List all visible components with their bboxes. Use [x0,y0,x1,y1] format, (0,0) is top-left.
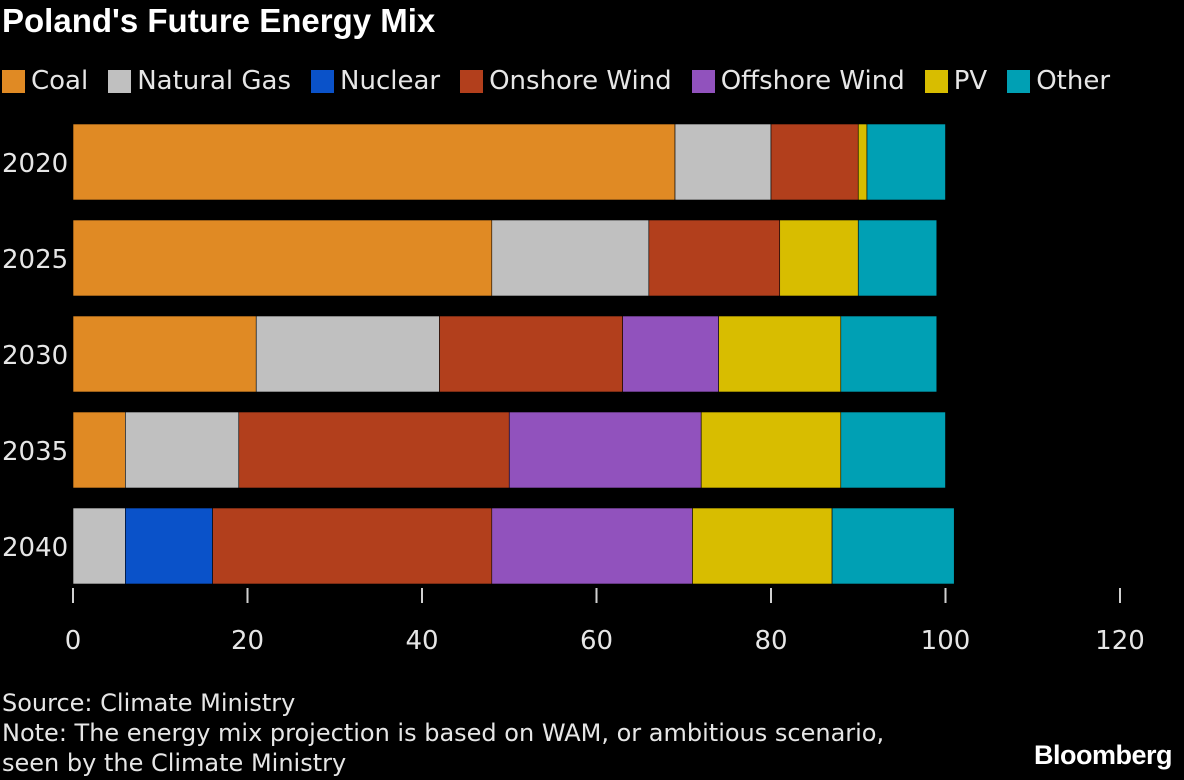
bar-segment-2040-nuclear [125,507,213,585]
y-tick-label-2030: 2030 [2,341,68,371]
x-tick-label-60: 60 [580,626,613,656]
bar-segment-2035-onshore-wind [238,411,510,489]
note-text-line2: seen by the Climate Ministry [2,749,347,777]
legend-item-nuclear: Nuclear [311,66,440,96]
x-tick-label-80: 80 [754,626,787,656]
bar-segment-2040-other [831,507,955,585]
bar-segment-2020-natural-gas [674,123,772,201]
bar-segment-2020-other [866,123,946,201]
bar-segment-2040-natural-gas [72,507,126,585]
legend-item-coal: Coal [2,66,88,96]
source-text: Source: Climate Ministry [2,689,296,717]
x-tick-label-120: 120 [1095,626,1145,656]
legend-label-pv: PV [953,66,988,96]
bar-segment-2020-onshore-wind [770,123,859,201]
bar-segment-2035-coal [72,411,126,489]
x-tick-label-100: 100 [921,626,971,656]
legend-label-other: Other [1036,66,1111,96]
y-tick-label-2025: 2025 [2,245,68,275]
legend-swatch-coal [2,69,25,93]
legend-label-coal: Coal [31,66,89,96]
legend-item-natural-gas: Natural Gas [108,66,291,96]
legend-label-nuclear: Nuclear [340,66,441,96]
bar-segment-2035-offshore-wind [508,411,702,489]
x-tick-label-20: 20 [231,626,264,656]
legend-swatch-natural-gas [108,69,132,93]
bar-segment-2030-coal [72,315,257,393]
x-tick-label-0: 0 [65,626,82,656]
chart-title: Poland's Future Energy Mix [2,2,436,39]
bar-segment-2025-other [857,219,938,297]
footnotes: Source: Climate Ministry Note: The energ… [2,688,884,778]
bar-segment-2040-offshore-wind [491,507,693,585]
legend-item-pv: PV [924,66,988,96]
legend-swatch-pv [924,69,948,93]
bar-segment-2030-other [840,315,938,393]
bar-segment-2030-onshore-wind [439,315,623,393]
legend-swatch-offshore-wind [691,69,715,93]
legend-label-onshore-wind: Onshore Wind [489,66,672,96]
y-tick-label-2020: 2020 [2,149,68,179]
legend-swatch-other [1007,69,1031,93]
bar-segment-2030-offshore-wind [622,315,719,393]
legend-item-other: Other [1007,66,1110,96]
legend-label-offshore-wind: Offshore Wind [720,66,905,96]
legend-label-natural-gas: Natural Gas [137,66,292,96]
note-text-line1: Note: The energy mix projection is based… [2,719,885,747]
bloomberg-logo: Bloomberg [1033,740,1173,770]
bar-segment-2030-natural-gas [255,315,440,393]
bar-segment-2025-coal [72,219,493,297]
bar-segment-2025-onshore-wind [648,219,781,297]
y-tick-label-2040: 2040 [2,533,68,563]
bar-segment-2020-pv [857,123,868,201]
bar-segment-2035-pv [700,411,842,489]
x-tick-label-40: 40 [405,626,438,656]
bar-segment-2040-onshore-wind [212,507,493,585]
bar-segment-2035-other [840,411,946,489]
legend-swatch-nuclear [311,69,335,93]
legend-item-offshore-wind: Offshore Wind [691,66,905,96]
bar-segment-2020-coal [72,123,676,201]
bar-segment-2025-natural-gas [491,219,650,297]
bar-segment-2025-pv [779,219,859,297]
legend: Coal Natural Gas Nuclear Onshore Wind Of… [2,66,1130,96]
bar-segment-2030-pv [718,315,842,393]
y-tick-label-2035: 2035 [2,437,68,467]
legend-swatch-onshore-wind [460,69,484,93]
legend-item-onshore-wind: Onshore Wind [460,66,672,96]
bar-segment-2035-natural-gas [125,411,240,489]
bar-segment-2040-pv [692,507,833,585]
